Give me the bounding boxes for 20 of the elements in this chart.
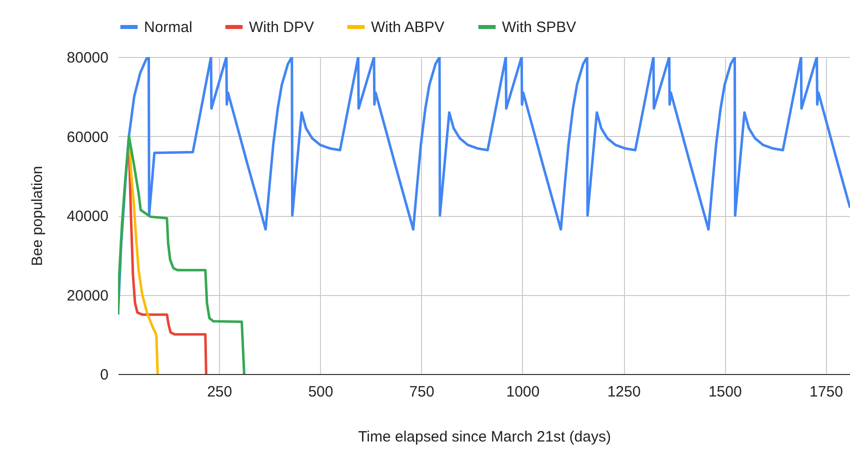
- line-series: [118, 135, 246, 374]
- y-tick-label: 0: [100, 366, 108, 384]
- y-axis-title: Bee population: [28, 166, 46, 266]
- y-tick-label: 80000: [66, 50, 108, 66]
- legend-label: Normal: [144, 19, 192, 36]
- x-tick-label: 1750: [810, 384, 843, 400]
- x-tick-label: 750: [409, 384, 434, 400]
- x-tick-label: 1500: [708, 384, 742, 400]
- x-axis-title: Time elapsed since March 21st (days): [358, 428, 611, 446]
- legend-label: With SPBV: [502, 19, 576, 36]
- line-series: [118, 57, 850, 316]
- y-tick-label: 60000: [66, 128, 108, 146]
- legend-label: With ABPV: [371, 19, 444, 36]
- x-tick-label: 1250: [607, 384, 641, 400]
- y-tick-label: 40000: [66, 208, 108, 225]
- x-tick-label: 250: [207, 384, 232, 400]
- y-tick-label: 20000: [66, 287, 108, 304]
- x-tick-label: 1000: [506, 384, 540, 400]
- x-tick-label: 500: [308, 384, 334, 400]
- legend-label: With DPV: [249, 19, 314, 36]
